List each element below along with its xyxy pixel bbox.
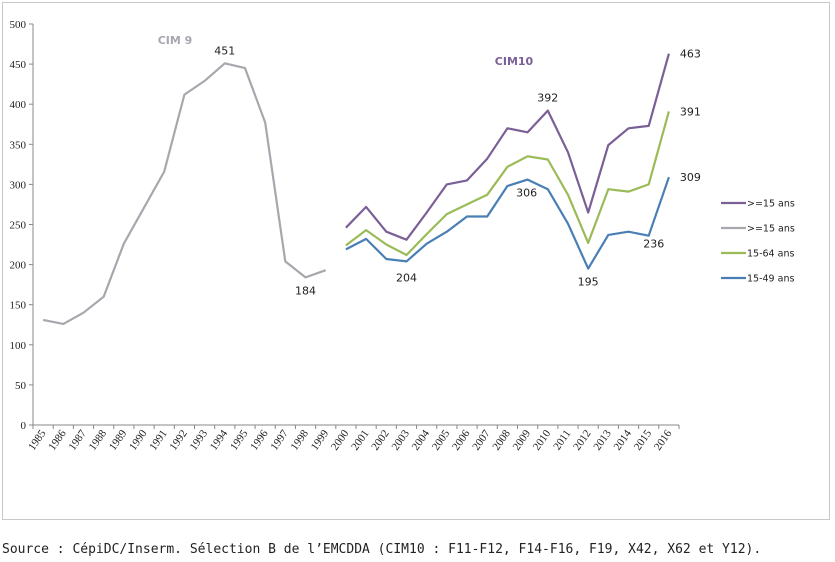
x-tick-label: 2013 <box>591 427 614 452</box>
x-tick-label: 2016 <box>652 427 675 452</box>
x-tick-label: 1994 <box>208 427 231 452</box>
x-tick-label: 2005 <box>430 427 453 452</box>
series-line-0 <box>345 53 670 241</box>
x-tick-label: 1999 <box>309 427 332 452</box>
x-tick-label: 2008 <box>490 427 513 452</box>
y-tick-label: 0 <box>21 420 27 432</box>
series-line-3 <box>345 176 670 270</box>
data-label: 184 <box>295 284 316 297</box>
x-tick-label: 1991 <box>147 428 169 453</box>
x-tick-label: 2014 <box>612 427 635 452</box>
x-tick-label: 2009 <box>511 427 534 452</box>
x-tick-label: 1987 <box>66 427 89 452</box>
line-chart: 0501001502002503003504004505001985198619… <box>10 19 795 453</box>
x-tick-label: 2002 <box>369 428 391 453</box>
y-tick-label: 50 <box>15 380 27 392</box>
data-label: 391 <box>680 105 701 118</box>
chart-frame <box>2 2 830 520</box>
x-tick-label: 2006 <box>450 427 473 452</box>
x-tick-label: 1988 <box>87 427 110 452</box>
legend-label: 15-49 ans <box>747 274 794 285</box>
x-tick-label: 2012 <box>571 428 593 453</box>
x-tick-label: 1993 <box>188 427 211 452</box>
legend-label: >=15 ans <box>747 224 795 235</box>
x-tick-label: 1996 <box>248 427 271 452</box>
data-label: 236 <box>643 238 664 251</box>
y-tick-label: 100 <box>10 340 27 352</box>
series-line-1 <box>42 62 327 325</box>
data-label: 392 <box>537 92 558 105</box>
data-label: 463 <box>680 48 701 61</box>
x-tick-label: 2007 <box>470 427 493 452</box>
y-tick-label: 300 <box>10 179 27 191</box>
x-tick-label: 1992 <box>167 428 189 453</box>
source-note: Source : CépiDC/Inserm. Sélection B de l… <box>2 542 762 557</box>
x-tick-label: 2003 <box>389 427 412 452</box>
x-tick-label: 2011 <box>551 428 573 453</box>
data-label: 204 <box>396 271 417 284</box>
x-tick-label: 2004 <box>410 427 433 452</box>
y-tick-label: 500 <box>10 19 27 31</box>
legend-label: 15-64 ans <box>747 249 794 260</box>
x-tick-label: 1995 <box>228 427 251 452</box>
data-label: 309 <box>680 171 701 184</box>
x-tick-label: 1990 <box>127 427 150 452</box>
series-line-2 <box>345 111 670 257</box>
x-tick-label: 1985 <box>26 427 49 452</box>
annotation-cim10: CIM10 <box>495 55 534 68</box>
y-tick-label: 200 <box>10 260 27 272</box>
x-tick-label: 2010 <box>531 427 554 452</box>
data-label: 306 <box>516 187 537 200</box>
y-tick-label: 350 <box>10 139 27 151</box>
data-label: 195 <box>578 276 599 289</box>
x-tick-label: 1998 <box>289 427 312 452</box>
x-tick-label: 1989 <box>107 427 130 452</box>
x-tick-label: 2000 <box>329 427 352 452</box>
x-tick-label: 2001 <box>349 428 371 453</box>
data-label: 451 <box>214 44 235 57</box>
legend-label: >=15 ans <box>747 199 795 210</box>
y-tick-label: 250 <box>10 220 27 232</box>
annotation-cim9: CIM 9 <box>158 34 193 47</box>
y-tick-label: 400 <box>10 99 27 111</box>
x-tick-label: 1986 <box>46 427 69 452</box>
y-tick-label: 450 <box>10 59 27 71</box>
y-tick-label: 150 <box>10 300 27 312</box>
x-tick-label: 1997 <box>268 427 291 452</box>
x-tick-label: 2015 <box>632 427 655 452</box>
